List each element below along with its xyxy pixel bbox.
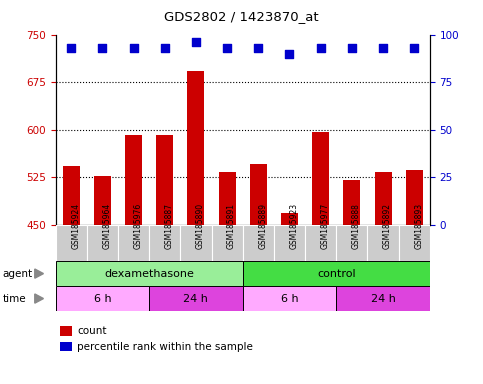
Bar bbox=[87, 225, 118, 261]
Text: 6 h: 6 h bbox=[281, 293, 298, 304]
Point bbox=[255, 45, 262, 51]
Bar bbox=[281, 213, 298, 384]
Bar bbox=[305, 225, 336, 261]
Text: 24 h: 24 h bbox=[184, 293, 208, 304]
Point bbox=[129, 45, 137, 51]
Bar bbox=[118, 225, 149, 261]
Text: GSM185964: GSM185964 bbox=[102, 203, 112, 249]
Text: GSM185892: GSM185892 bbox=[383, 203, 392, 249]
Point bbox=[379, 45, 387, 51]
Text: time: time bbox=[2, 293, 26, 304]
Point bbox=[223, 45, 231, 51]
Bar bbox=[149, 286, 242, 311]
Bar bbox=[312, 132, 329, 384]
Text: GSM185924: GSM185924 bbox=[71, 203, 80, 249]
Bar bbox=[63, 166, 80, 384]
Text: GDS2802 / 1423870_at: GDS2802 / 1423870_at bbox=[164, 10, 319, 23]
Point bbox=[317, 45, 325, 51]
Text: GSM185890: GSM185890 bbox=[196, 203, 205, 249]
Bar bbox=[180, 225, 212, 261]
Bar bbox=[149, 225, 180, 261]
Text: count: count bbox=[77, 326, 107, 336]
Text: GSM185887: GSM185887 bbox=[165, 203, 174, 249]
Point bbox=[411, 45, 418, 51]
Point bbox=[161, 45, 169, 51]
Text: percentile rank within the sample: percentile rank within the sample bbox=[77, 342, 253, 352]
Text: dexamethasone: dexamethasone bbox=[104, 268, 194, 279]
Bar bbox=[187, 71, 204, 384]
Bar bbox=[242, 286, 336, 311]
Point bbox=[192, 39, 200, 45]
Text: control: control bbox=[317, 268, 355, 279]
Bar bbox=[156, 135, 173, 384]
Bar bbox=[94, 177, 111, 384]
Text: GSM185893: GSM185893 bbox=[414, 203, 423, 249]
Text: GSM185923: GSM185923 bbox=[289, 203, 298, 249]
Bar bbox=[212, 225, 243, 261]
Text: GSM185889: GSM185889 bbox=[258, 203, 267, 249]
Bar bbox=[343, 180, 360, 384]
Bar bbox=[336, 225, 368, 261]
Text: GSM185888: GSM185888 bbox=[352, 203, 361, 249]
Point bbox=[285, 51, 293, 57]
Bar bbox=[368, 225, 398, 261]
Bar bbox=[398, 225, 430, 261]
Bar bbox=[242, 225, 274, 261]
Bar bbox=[56, 261, 242, 286]
Bar bbox=[125, 135, 142, 384]
Text: GSM185891: GSM185891 bbox=[227, 203, 236, 249]
Point bbox=[348, 45, 356, 51]
Text: GSM185976: GSM185976 bbox=[133, 203, 142, 249]
Point bbox=[67, 45, 75, 51]
Bar bbox=[218, 172, 236, 384]
Bar bbox=[242, 261, 430, 286]
Bar bbox=[374, 172, 392, 384]
Text: GSM185977: GSM185977 bbox=[321, 203, 330, 249]
Text: agent: agent bbox=[2, 268, 32, 279]
Text: 6 h: 6 h bbox=[94, 293, 111, 304]
Bar bbox=[56, 286, 149, 311]
Point bbox=[99, 45, 106, 51]
Bar bbox=[274, 225, 305, 261]
Bar bbox=[336, 286, 430, 311]
Bar bbox=[250, 164, 267, 384]
Text: 24 h: 24 h bbox=[370, 293, 396, 304]
Bar bbox=[56, 225, 87, 261]
Bar bbox=[406, 170, 423, 384]
